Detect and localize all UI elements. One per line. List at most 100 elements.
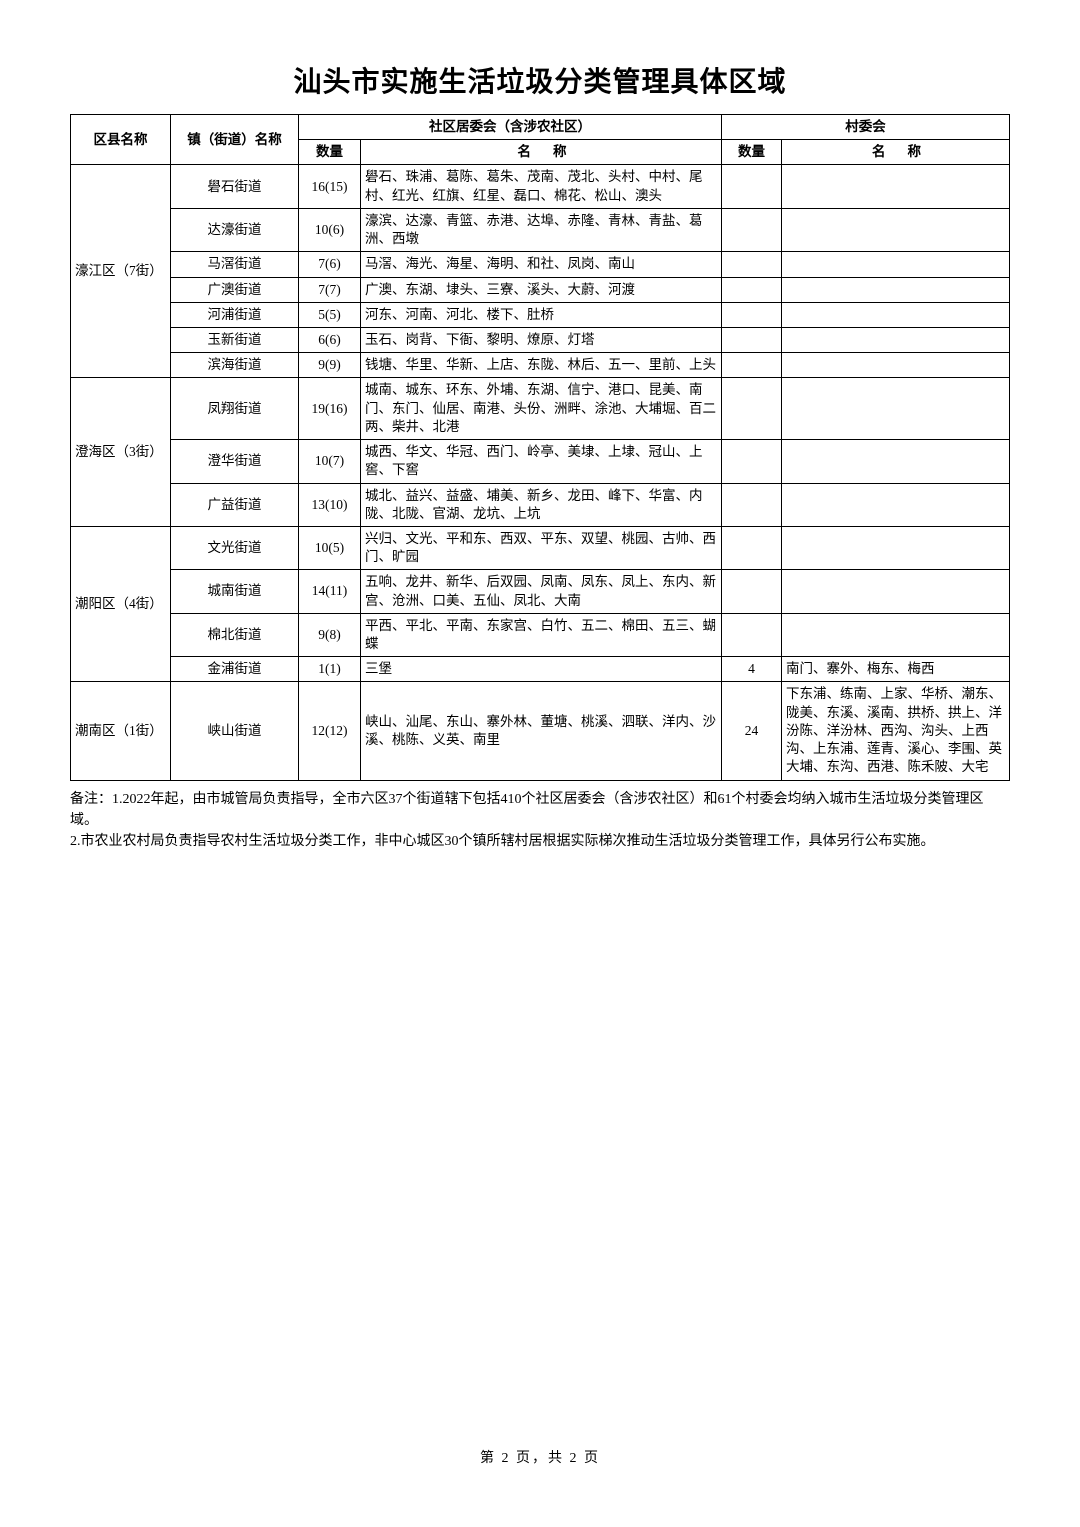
- street-cell: 金浦街道: [171, 657, 299, 682]
- street-cell: 马滘街道: [171, 252, 299, 277]
- community-qty-cell: 16(15): [299, 165, 361, 208]
- village-names-cell: [782, 570, 1010, 613]
- col-street: 镇（街道）名称: [171, 115, 299, 165]
- table-row: 澄海区（3街）凤翔街道19(16)城南、城东、环东、外埔、东湖、信宁、港口、昆美…: [71, 378, 1010, 440]
- village-names-cell: [782, 252, 1010, 277]
- community-names-cell: 城北、益兴、益盛、埔美、新乡、龙田、峰下、华富、内陇、北陇、官湖、龙坑、上坑: [361, 483, 722, 526]
- community-qty-cell: 7(6): [299, 252, 361, 277]
- village-qty-cell: [722, 570, 782, 613]
- community-names-cell: 濠滨、达濠、青篮、赤港、达埠、赤隆、青林、青盐、葛洲、西墩: [361, 208, 722, 251]
- table-row: 广澳街道7(7)广澳、东湖、埭头、三寮、溪头、大蔚、河渡: [71, 277, 1010, 302]
- community-names-cell: 三堡: [361, 657, 722, 682]
- village-qty-cell: [722, 252, 782, 277]
- village-qty-cell: [722, 440, 782, 483]
- village-qty-cell: 4: [722, 657, 782, 682]
- community-qty-cell: 13(10): [299, 483, 361, 526]
- community-names-cell: 平西、平北、平南、东家宫、白竹、五二、棉田、五三、蝴蝶: [361, 613, 722, 656]
- street-cell: 达濠街道: [171, 208, 299, 251]
- table-row: 潮阳区（4街）文光街道10(5)兴归、文光、平和东、西双、平东、双望、桃园、古帅…: [71, 526, 1010, 569]
- village-names-cell: 下东浦、练南、上家、华桥、潮东、陇美、东溪、溪南、拱桥、拱上、洋汾陈、洋汾林、西…: [782, 682, 1010, 780]
- village-qty-cell: [722, 613, 782, 656]
- district-cell: 澄海区（3街）: [71, 378, 171, 527]
- community-names-cell: 城南、城东、环东、外埔、东湖、信宁、港口、昆美、南门、东门、仙居、南港、头份、洲…: [361, 378, 722, 440]
- district-cell: 潮南区（1街）: [71, 682, 171, 780]
- street-cell: 滨海街道: [171, 353, 299, 378]
- street-cell: 文光街道: [171, 526, 299, 569]
- street-cell: 凤翔街道: [171, 378, 299, 440]
- village-qty-cell: 24: [722, 682, 782, 780]
- street-cell: 玉新街道: [171, 327, 299, 352]
- street-cell: 河浦街道: [171, 302, 299, 327]
- village-names-cell: [782, 302, 1010, 327]
- community-names-cell: 五响、龙井、新华、后双园、凤南、凤东、凤上、东内、新宫、沧洲、口美、五仙、凤北、…: [361, 570, 722, 613]
- community-qty-cell: 14(11): [299, 570, 361, 613]
- village-names-cell: [782, 165, 1010, 208]
- community-qty-cell: 12(12): [299, 682, 361, 780]
- village-qty-cell: [722, 378, 782, 440]
- table-row: 澄华街道10(7)城西、华文、华冠、西门、岭亭、美埭、上埭、冠山、上窖、下窖: [71, 440, 1010, 483]
- col-s-name: 名称: [361, 140, 722, 165]
- street-cell: 城南街道: [171, 570, 299, 613]
- community-names-cell: 兴归、文光、平和东、西双、平东、双望、桃园、古帅、西门、旷园: [361, 526, 722, 569]
- table-head: 区县名称 镇（街道）名称 社区居委会（含涉农社区） 村委会 数量 名称 数量 名…: [71, 115, 1010, 165]
- table-row: 棉北街道9(8)平西、平北、平南、东家宫、白竹、五二、棉田、五三、蝴蝶: [71, 613, 1010, 656]
- note-line: 备注：1.2022年起，由市城管局负责指导，全市六区37个街道辖下包括410个社…: [70, 789, 1010, 831]
- community-names-cell: 河东、河南、河北、楼下、肚桥: [361, 302, 722, 327]
- col-community-group: 社区居委会（含涉农社区）: [299, 115, 722, 140]
- community-names-cell: 峡山、汕尾、东山、寨外林、董塘、桃溪、泗联、洋内、沙溪、桃陈、义英、南里: [361, 682, 722, 780]
- community-names-cell: 广澳、东湖、埭头、三寮、溪头、大蔚、河渡: [361, 277, 722, 302]
- street-cell: 广澳街道: [171, 277, 299, 302]
- col-s-qty: 数量: [299, 140, 361, 165]
- village-names-cell: [782, 440, 1010, 483]
- community-names-cell: 礐石、珠浦、葛陈、葛朱、茂南、茂北、头村、中村、尾村、红光、红旗、红星、磊口、棉…: [361, 165, 722, 208]
- village-names-cell: [782, 277, 1010, 302]
- street-cell: 澄华街道: [171, 440, 299, 483]
- street-cell: 广益街道: [171, 483, 299, 526]
- community-qty-cell: 10(6): [299, 208, 361, 251]
- table-body: 濠江区（7街）礐石街道16(15)礐石、珠浦、葛陈、葛朱、茂南、茂北、头村、中村…: [71, 165, 1010, 780]
- note-line: 2.市农业农村局负责指导农村生活垃圾分类工作，非中心城区30个镇所辖村居根据实际…: [70, 831, 1010, 852]
- street-cell: 峡山街道: [171, 682, 299, 780]
- notes: 备注：1.2022年起，由市城管局负责指导，全市六区37个街道辖下包括410个社…: [70, 789, 1010, 852]
- community-qty-cell: 7(7): [299, 277, 361, 302]
- table-row: 金浦街道1(1)三堡4南门、寨外、梅东、梅西: [71, 657, 1010, 682]
- village-names-cell: [782, 483, 1010, 526]
- table-row: 玉新街道6(6)玉石、岗背、下衙、黎明、燎原、灯塔: [71, 327, 1010, 352]
- village-qty-cell: [722, 277, 782, 302]
- district-cell: 潮阳区（4街）: [71, 526, 171, 682]
- district-cell: 濠江区（7街）: [71, 165, 171, 378]
- village-qty-cell: [722, 526, 782, 569]
- village-qty-cell: [722, 483, 782, 526]
- village-names-cell: [782, 353, 1010, 378]
- community-qty-cell: 10(5): [299, 526, 361, 569]
- street-cell: 棉北街道: [171, 613, 299, 656]
- community-names-cell: 玉石、岗背、下衙、黎明、燎原、灯塔: [361, 327, 722, 352]
- table-row: 广益街道13(10)城北、益兴、益盛、埔美、新乡、龙田、峰下、华富、内陇、北陇、…: [71, 483, 1010, 526]
- village-names-cell: [782, 327, 1010, 352]
- page: 汕头市实施生活垃圾分类管理具体区域 区县名称 镇（街道）名称 社区居委会（含涉农…: [0, 0, 1080, 1527]
- village-qty-cell: [722, 165, 782, 208]
- table-row: 达濠街道10(6)濠滨、达濠、青篮、赤港、达埠、赤隆、青林、青盐、葛洲、西墩: [71, 208, 1010, 251]
- community-qty-cell: 9(8): [299, 613, 361, 656]
- table-row: 濠江区（7街）礐石街道16(15)礐石、珠浦、葛陈、葛朱、茂南、茂北、头村、中村…: [71, 165, 1010, 208]
- village-qty-cell: [722, 208, 782, 251]
- page-number: 第 2 页，共 2 页: [0, 1447, 1080, 1467]
- village-names-cell: [782, 208, 1010, 251]
- community-names-cell: 钱塘、华里、华新、上店、东陇、林后、五一、里前、上头: [361, 353, 722, 378]
- village-qty-cell: [722, 327, 782, 352]
- community-qty-cell: 19(16): [299, 378, 361, 440]
- col-v-qty: 数量: [722, 140, 782, 165]
- village-qty-cell: [722, 302, 782, 327]
- community-qty-cell: 9(9): [299, 353, 361, 378]
- main-table: 区县名称 镇（街道）名称 社区居委会（含涉农社区） 村委会 数量 名称 数量 名…: [70, 114, 1010, 781]
- community-qty-cell: 10(7): [299, 440, 361, 483]
- village-qty-cell: [722, 353, 782, 378]
- table-row: 潮南区（1街）峡山街道12(12)峡山、汕尾、东山、寨外林、董塘、桃溪、泗联、洋…: [71, 682, 1010, 780]
- col-v-name: 名称: [782, 140, 1010, 165]
- community-names-cell: 城西、华文、华冠、西门、岭亭、美埭、上埭、冠山、上窖、下窖: [361, 440, 722, 483]
- community-names-cell: 马滘、海光、海星、海明、和社、凤岗、南山: [361, 252, 722, 277]
- village-names-cell: [782, 613, 1010, 656]
- table-row: 滨海街道9(9)钱塘、华里、华新、上店、东陇、林后、五一、里前、上头: [71, 353, 1010, 378]
- col-district: 区县名称: [71, 115, 171, 165]
- community-qty-cell: 6(6): [299, 327, 361, 352]
